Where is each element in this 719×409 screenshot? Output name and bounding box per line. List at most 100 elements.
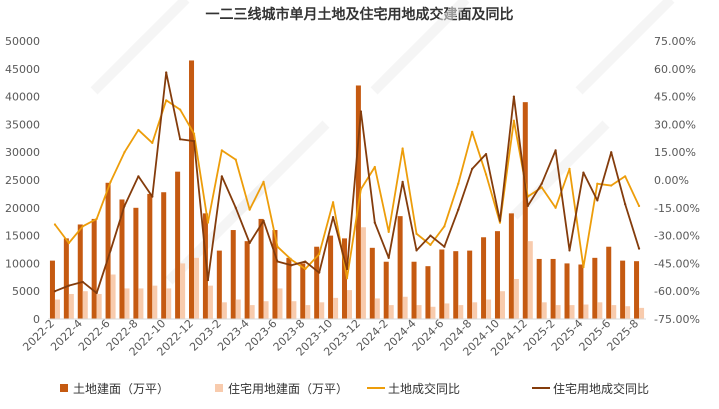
bar	[230, 230, 236, 319]
line-point	[179, 138, 182, 141]
bar	[486, 299, 492, 319]
line-point	[373, 221, 376, 224]
y-tick-label: 0	[33, 313, 40, 326]
bar	[147, 193, 153, 319]
y2-tick-label: -15.00%	[654, 202, 700, 215]
line-point	[582, 266, 585, 269]
y2-tick-label: 75.00%	[654, 35, 696, 48]
line-point	[637, 247, 641, 250]
y2-tick-label: -75.00%	[654, 313, 700, 326]
line-point	[624, 202, 627, 206]
line-point	[67, 284, 70, 287]
bar	[91, 218, 97, 319]
bar	[527, 241, 533, 319]
bar	[397, 216, 403, 319]
legend-label: 住宅用地建面（万平）	[228, 381, 348, 396]
bar	[138, 288, 144, 319]
bar	[152, 285, 158, 319]
bar	[402, 296, 408, 319]
bar	[249, 305, 255, 319]
bar	[606, 246, 612, 319]
line-point	[304, 267, 307, 271]
line-point	[471, 167, 474, 170]
bar	[175, 171, 181, 319]
legend: 土地建面（万平） 住宅用地建面（万平） 土地成交同比 住宅用地成交同比	[60, 381, 649, 396]
x-tick-label: 2025-8	[604, 317, 641, 354]
bar	[207, 285, 213, 319]
line-point	[457, 182, 460, 185]
y2-tick-label: -30.00%	[654, 230, 700, 243]
bar	[235, 299, 241, 319]
line-point	[192, 132, 196, 135]
bar	[319, 302, 325, 319]
y-tick-label: 30000	[5, 146, 40, 159]
y2-tick-label: 15.00%	[654, 146, 696, 159]
bar	[411, 261, 417, 319]
bar	[541, 302, 547, 319]
chart-title: 一二三线城市单月土地及住宅用地成交建面及同比	[206, 6, 514, 23]
bar	[522, 102, 528, 319]
line-point	[540, 186, 543, 189]
watermark	[90, 0, 675, 285]
line-point	[498, 221, 502, 224]
left-axis: 0 5000 10000 15000 20000 25000 30000 35000 40000…	[5, 35, 40, 326]
line-point	[554, 149, 557, 152]
bar	[77, 224, 83, 319]
line-point	[596, 182, 599, 185]
line-point	[610, 184, 613, 187]
line-point	[429, 234, 432, 237]
watermark-stripe	[575, 0, 675, 95]
line-point	[290, 264, 293, 267]
line-point	[443, 225, 446, 228]
line-point	[179, 108, 182, 111]
bar	[189, 60, 195, 320]
legend-swatch	[215, 384, 223, 392]
line-point	[610, 151, 613, 154]
bar	[124, 288, 130, 319]
right-axis: -75.00% -60.00% -45.00% -30.00% -15.00% 0.00%…	[654, 35, 700, 326]
bar	[439, 249, 445, 319]
bar	[110, 274, 116, 319]
bar	[369, 247, 375, 319]
line-point	[582, 171, 585, 174]
line-series	[53, 71, 641, 295]
bar	[416, 305, 422, 319]
bar	[425, 266, 431, 319]
line-point	[443, 245, 446, 248]
line-point	[484, 152, 488, 156]
line-point	[484, 173, 488, 176]
line-point	[331, 215, 335, 219]
y-tick-label: 10000	[5, 257, 40, 270]
legend-swatch	[60, 384, 68, 392]
line-point	[596, 199, 599, 202]
bar	[328, 235, 334, 319]
line-point	[206, 221, 210, 224]
bar	[291, 301, 297, 319]
line-point	[123, 204, 126, 208]
y-tick-label: 40000	[5, 91, 40, 104]
bar	[555, 305, 561, 319]
bar	[536, 258, 542, 319]
line-point	[415, 249, 418, 252]
y2-tick-label: 45.00%	[654, 91, 696, 104]
line-point	[165, 99, 168, 102]
bar	[63, 238, 69, 319]
y-tick-label: 50000	[5, 35, 40, 48]
line-point	[318, 271, 321, 274]
line-point	[95, 217, 98, 221]
bar	[508, 213, 514, 319]
bar	[374, 298, 380, 319]
y2-tick-label: 0.00%	[654, 174, 689, 187]
bar-series	[49, 60, 645, 320]
bar	[133, 207, 139, 319]
line-point	[234, 206, 237, 209]
bar	[360, 227, 366, 319]
line-point	[109, 249, 112, 252]
bar	[166, 288, 172, 319]
bar	[564, 263, 570, 319]
bar	[481, 237, 487, 319]
line-point	[95, 291, 98, 295]
line-point	[206, 278, 210, 282]
bar	[305, 305, 311, 319]
